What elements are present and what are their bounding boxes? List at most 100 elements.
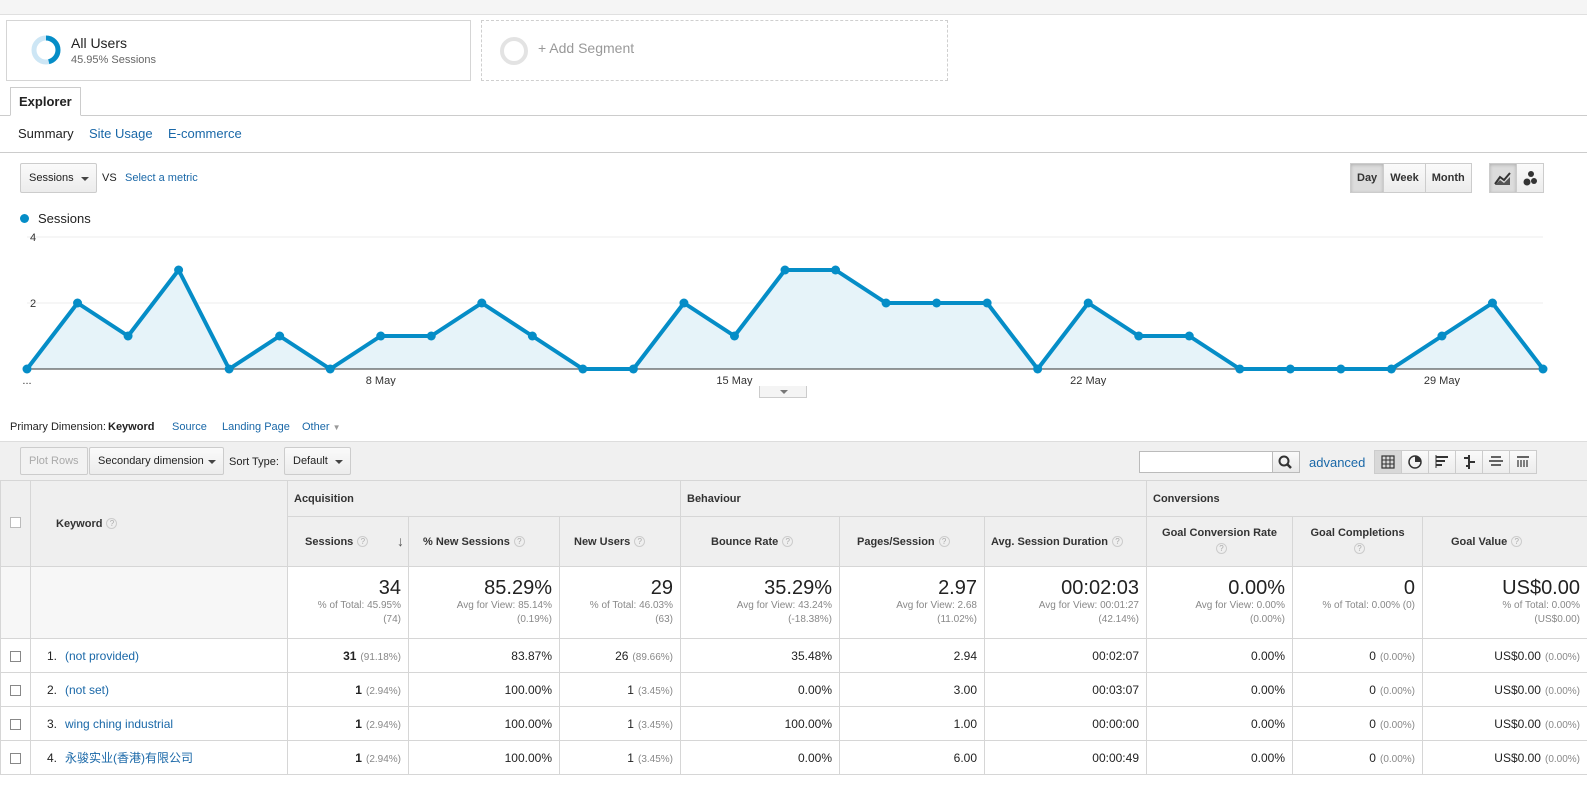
add-segment-button[interactable]: + Add Segment	[481, 20, 948, 81]
metric-cell: 1.00	[839, 706, 985, 741]
subtab-summary[interactable]: Summary	[18, 126, 74, 141]
keyword-column-header[interactable]: Keyword?	[30, 480, 288, 567]
select-all-checkbox[interactable]	[10, 516, 21, 528]
period-day-button[interactable]: Day	[1350, 163, 1385, 193]
secondary-dimension-dropdown[interactable]: Secondary dimension	[89, 447, 224, 475]
line-chart-button[interactable]	[1489, 163, 1517, 193]
new-users-header-label: New Users	[574, 535, 631, 548]
help-icon[interactable]: ?	[634, 535, 646, 547]
sessions-column-header[interactable]: Sessions? ↓	[287, 516, 409, 567]
help-icon[interactable]: ?	[1511, 535, 1523, 547]
avg-session-duration-header-label: Avg. Session Duration	[991, 535, 1108, 548]
metric-cell: 00:02:07	[984, 638, 1147, 673]
sort-type-dropdown[interactable]: Default	[284, 447, 351, 475]
help-icon[interactable]: ?	[938, 535, 950, 547]
total-cell: 35.29% Avg for View: 43.24% (-18.38%)	[680, 566, 840, 639]
metric-percent: (0.00%)	[1379, 651, 1415, 663]
metric-cell: 26 (89.66%)	[559, 638, 681, 673]
metric-value: 3.00	[953, 682, 977, 697]
plot-rows-button[interactable]: Plot Rows	[20, 447, 88, 475]
metric-dropdown-label: Sessions	[29, 172, 74, 184]
total-sub: % of Total: 45.95%	[317, 600, 401, 611]
dimension-keyword[interactable]: Keyword	[108, 421, 155, 433]
new-users-column-header[interactable]: New Users?	[559, 516, 681, 567]
total-value: 34	[378, 577, 401, 599]
keyword-link[interactable]: (not provided)	[65, 648, 140, 663]
segment-all-users[interactable]: All Users 45.95% Sessions	[6, 20, 471, 81]
dimension-other[interactable]: Other ▼	[302, 421, 341, 433]
goal-completions-column-header[interactable]: Goal Completions?	[1292, 516, 1423, 567]
table-search-input[interactable]	[1139, 451, 1273, 473]
metric-value: 26	[615, 648, 629, 663]
data-point	[1285, 364, 1295, 374]
total-sub: (-18.38%)	[788, 614, 832, 625]
chart-collapse-handle[interactable]	[759, 386, 807, 398]
help-icon[interactable]: ?	[106, 517, 118, 529]
pages-session-column-header[interactable]: Pages/Session?	[839, 516, 985, 567]
avg-session-duration-column-header[interactable]: Avg. Session Duration?	[984, 516, 1147, 567]
pages-session-header-label: Pages/Session	[857, 535, 935, 548]
percentage-view-button[interactable]	[1401, 450, 1429, 474]
row-checkbox[interactable]	[10, 752, 21, 764]
chart-type-toggle	[1489, 163, 1544, 193]
chevron-down-icon	[780, 390, 788, 394]
total-sub: % of Total: 46.03%	[589, 600, 673, 611]
dimension-source[interactable]: Source	[172, 421, 207, 433]
metric-percent: (0.00%)	[1544, 753, 1580, 765]
totals-row: 34% of Total: 45.95% (74) 85.29% Avg for V…	[0, 566, 1587, 639]
select-metric-link[interactable]: Select a metric	[125, 172, 198, 184]
subtab-site-usage[interactable]: Site Usage	[89, 126, 153, 141]
keyword-cell: 3. wing ching industrial	[30, 706, 288, 741]
pivot-view-button[interactable]	[1509, 450, 1537, 474]
data-point	[1033, 364, 1043, 374]
legend-dot-icon	[20, 214, 29, 223]
total-sub: Avg for View: 43.24%	[736, 600, 832, 611]
period-week-button[interactable]: Week	[1383, 163, 1426, 193]
data-point	[527, 331, 537, 341]
help-icon[interactable]: ?	[357, 535, 369, 547]
advanced-filter-link[interactable]: advanced	[1309, 455, 1366, 470]
performance-view-button[interactable]	[1428, 450, 1456, 474]
term-cloud-view-button[interactable]	[1482, 450, 1510, 474]
goal-conversion-rate-column-header[interactable]: Goal Conversion Rate?	[1146, 516, 1293, 567]
help-icon[interactable]: ?	[513, 535, 525, 547]
row-checkbox[interactable]	[10, 650, 21, 662]
metric-value: 1	[627, 716, 634, 731]
bounce-rate-column-header[interactable]: Bounce Rate?	[680, 516, 840, 567]
search-button[interactable]	[1272, 451, 1300, 473]
keyword-link[interactable]: 永骏实业(香港)有限公司	[65, 751, 193, 765]
data-point	[426, 331, 436, 341]
metric-dropdown[interactable]: Sessions	[20, 163, 97, 193]
new-sessions-column-header[interactable]: % New Sessions?	[408, 516, 560, 567]
dimension-landing-page[interactable]: Landing Page	[222, 421, 290, 433]
help-icon[interactable]: ?	[782, 535, 794, 547]
data-point	[578, 364, 588, 374]
period-month-button[interactable]: Month	[1424, 163, 1472, 193]
data-point	[881, 298, 891, 308]
metric-percent: (3.45%)	[637, 685, 673, 697]
subtab-ecommerce[interactable]: E-commerce	[168, 126, 242, 141]
data-table-view-button[interactable]	[1374, 450, 1402, 474]
total-cell: 34% of Total: 45.95% (74)	[287, 566, 409, 639]
motion-chart-icon	[1523, 171, 1537, 186]
comparison-view-button[interactable]	[1455, 450, 1483, 474]
data-point	[1184, 331, 1194, 341]
row-select-cell	[0, 706, 31, 741]
keyword-link[interactable]: (not set)	[65, 682, 110, 697]
help-icon[interactable]: ?	[1216, 543, 1227, 554]
help-icon[interactable]: ?	[1111, 535, 1123, 547]
goal-value-column-header[interactable]: Goal Value?	[1422, 516, 1587, 567]
help-icon[interactable]: ?	[1354, 543, 1365, 554]
table-row: 1. (not provided) 31 (91.18%) 83.87% 26 (89.66…	[0, 638, 1587, 673]
metric-cell: 0.00%	[1146, 706, 1293, 741]
row-checkbox[interactable]	[10, 718, 21, 730]
motion-chart-button[interactable]	[1516, 163, 1544, 193]
metric-value: 100.00%	[504, 716, 552, 731]
tab-explorer[interactable]: Explorer	[10, 87, 81, 116]
metric-cell: 1 (3.45%)	[559, 672, 681, 707]
keyword-link[interactable]: wing ching industrial	[65, 716, 174, 731]
data-point	[982, 298, 992, 308]
row-checkbox[interactable]	[10, 684, 21, 696]
total-cell: 85.29% Avg for View: 85.14% (0.19%)	[408, 566, 560, 639]
data-point	[1487, 298, 1497, 308]
